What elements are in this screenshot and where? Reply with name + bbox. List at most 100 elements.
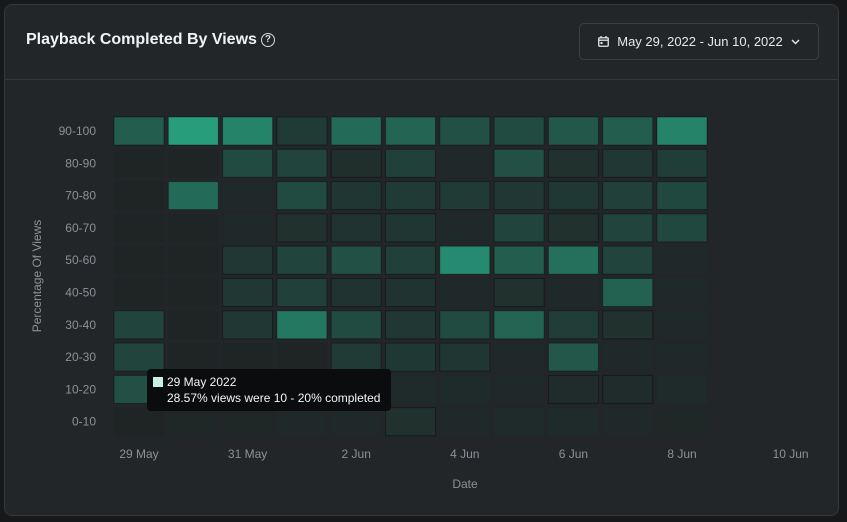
heatmap-cell[interactable] <box>385 278 436 307</box>
heatmap-cell[interactable] <box>657 310 707 339</box>
heatmap-cell[interactable] <box>168 407 219 436</box>
heatmap-cell[interactable] <box>385 148 436 178</box>
heatmap-cell[interactable] <box>547 181 599 211</box>
heatmap-cell[interactable] <box>222 213 273 242</box>
heatmap-cell[interactable] <box>222 343 273 372</box>
heatmap-cell[interactable] <box>222 181 273 210</box>
heatmap-cell[interactable] <box>439 116 491 146</box>
heatmap-cell[interactable] <box>439 181 491 211</box>
heatmap-cell[interactable] <box>602 181 654 211</box>
heatmap-cell[interactable] <box>439 310 491 340</box>
heatmap-cell[interactable] <box>276 116 328 146</box>
heatmap-cell[interactable] <box>656 116 708 146</box>
heatmap-cell[interactable] <box>602 310 654 340</box>
heatmap-cell[interactable] <box>385 245 436 275</box>
heatmap-cell[interactable] <box>548 407 599 436</box>
heatmap-cell[interactable] <box>657 375 707 404</box>
heatmap-cell[interactable] <box>114 181 164 210</box>
heatmap-cell[interactable] <box>493 213 545 243</box>
heatmap-cell[interactable] <box>330 310 382 340</box>
heatmap-cell[interactable] <box>114 246 164 275</box>
heatmap-cell[interactable] <box>113 310 165 340</box>
heatmap-cell[interactable] <box>547 342 599 372</box>
heatmap-cell[interactable] <box>276 407 327 436</box>
heatmap-cell[interactable] <box>330 278 382 307</box>
heatmap-cell[interactable] <box>167 116 219 146</box>
heatmap-cell[interactable] <box>439 407 490 436</box>
heatmap-cell[interactable] <box>494 375 545 404</box>
heatmap-cell[interactable] <box>547 116 599 146</box>
heatmap-cell[interactable] <box>385 116 436 146</box>
heatmap-cell[interactable] <box>276 181 328 211</box>
heatmap-cell[interactable] <box>330 116 382 146</box>
heatmap-cell[interactable] <box>113 116 165 146</box>
heatmap-cell[interactable] <box>439 278 490 307</box>
question-circle-icon[interactable]: ? <box>260 33 275 47</box>
heatmap-cell[interactable] <box>385 407 436 437</box>
heatmap-cell[interactable] <box>330 213 382 243</box>
heatmap-cell[interactable] <box>656 213 708 243</box>
heatmap-cell[interactable] <box>547 245 599 275</box>
heatmap-cell[interactable] <box>114 278 164 307</box>
heatmap-cell[interactable] <box>330 342 382 372</box>
heatmap-cell[interactable] <box>330 148 382 178</box>
heatmap-cell[interactable] <box>657 343 707 372</box>
heatmap-cell[interactable] <box>439 245 491 275</box>
heatmap-cell[interactable] <box>656 148 708 178</box>
heatmap-cell[interactable] <box>168 343 219 372</box>
heatmap-cell[interactable] <box>222 278 274 307</box>
heatmap-cell[interactable] <box>602 116 654 146</box>
heatmap-cell[interactable] <box>114 407 164 436</box>
heatmap-cell[interactable] <box>657 407 707 436</box>
heatmap-cell[interactable] <box>385 375 436 404</box>
heatmap-cell[interactable] <box>439 375 490 404</box>
heatmap-cell[interactable] <box>114 213 164 242</box>
heatmap-cell[interactable] <box>656 181 708 211</box>
heatmap-cell[interactable] <box>602 213 654 243</box>
heatmap-cell[interactable] <box>602 343 653 372</box>
heatmap-cell[interactable] <box>657 246 707 275</box>
heatmap-cell[interactable] <box>494 407 545 436</box>
heatmap-cell[interactable] <box>493 116 545 146</box>
heatmap-cell[interactable] <box>493 310 545 340</box>
heatmap-cell[interactable] <box>494 343 545 372</box>
heatmap-cell[interactable] <box>330 181 382 211</box>
heatmap-cell[interactable] <box>602 407 653 436</box>
heatmap-cell[interactable] <box>276 245 328 275</box>
heatmap-cell[interactable] <box>222 116 274 146</box>
heatmap-cell[interactable] <box>547 310 599 340</box>
heatmap-cell[interactable] <box>439 213 490 242</box>
heatmap-cell[interactable] <box>167 181 219 211</box>
heatmap-cell[interactable] <box>276 148 328 178</box>
heatmap-cell[interactable] <box>276 310 328 340</box>
heatmap-cell[interactable] <box>330 245 382 275</box>
heatmap-cell[interactable] <box>493 278 545 307</box>
heatmap-cell[interactable] <box>385 310 436 340</box>
heatmap-cell[interactable] <box>493 181 545 211</box>
heatmap-cell[interactable] <box>439 149 490 178</box>
heatmap-cell[interactable] <box>222 407 273 436</box>
heatmap-cell[interactable] <box>276 278 328 307</box>
heatmap-cell[interactable] <box>168 149 219 178</box>
heatmap-cell[interactable] <box>548 278 599 307</box>
heatmap-cell[interactable] <box>547 148 599 178</box>
heatmap-cell[interactable] <box>493 245 545 275</box>
heatmap-cell[interactable] <box>493 148 545 178</box>
heatmap-cell[interactable] <box>222 310 274 340</box>
heatmap-cell[interactable] <box>168 213 219 242</box>
heatmap-cell[interactable] <box>222 148 274 178</box>
heatmap-cell[interactable] <box>385 342 436 372</box>
heatmap-cell[interactable] <box>657 278 707 307</box>
date-range-picker[interactable]: May 29, 2022 - Jun 10, 2022 <box>579 23 819 60</box>
heatmap-cell[interactable] <box>276 213 328 243</box>
heatmap-cell[interactable] <box>113 342 165 372</box>
heatmap-cell[interactable] <box>439 342 491 372</box>
heatmap-cell[interactable] <box>168 310 219 339</box>
heatmap-cell[interactable] <box>602 245 654 275</box>
heatmap-cell[interactable] <box>602 374 654 404</box>
heatmap-cell[interactable] <box>168 278 219 307</box>
heatmap-cell[interactable] <box>331 407 382 436</box>
heatmap-cell[interactable] <box>168 246 219 275</box>
heatmap-cell[interactable] <box>547 374 599 404</box>
heatmap-cell[interactable] <box>385 213 436 243</box>
